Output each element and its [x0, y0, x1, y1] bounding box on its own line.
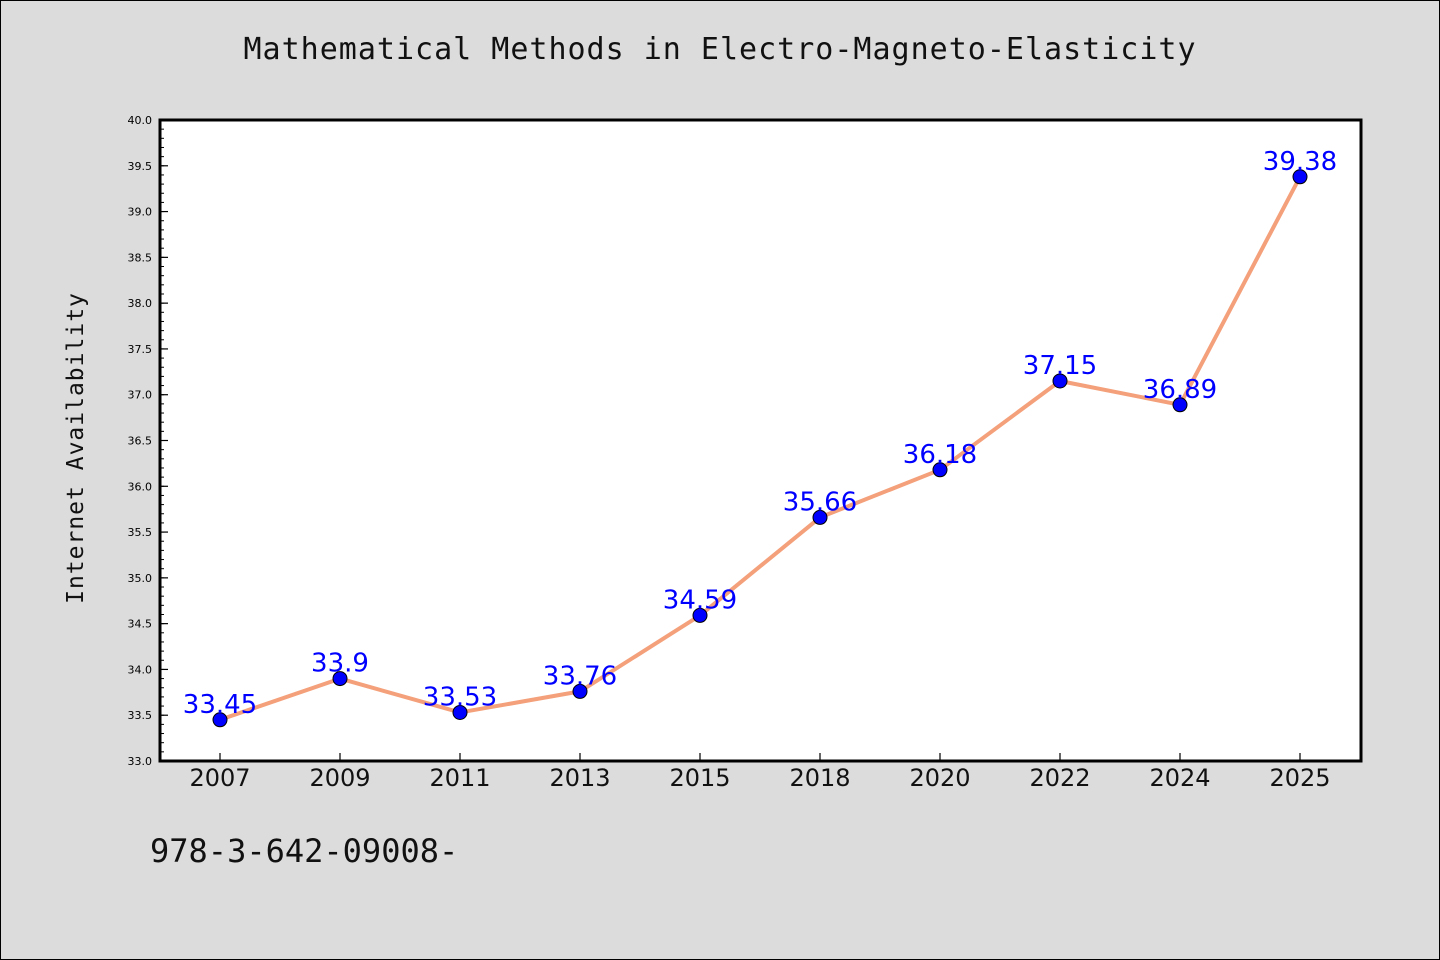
y-tick-label: 37.0	[128, 389, 153, 402]
x-tick-label: 2020	[909, 764, 970, 792]
y-tick-label: 39.5	[128, 160, 153, 173]
x-tick-label: 2015	[669, 764, 730, 792]
x-tick-label: 2007	[189, 764, 250, 792]
x-tick-label: 2025	[1269, 764, 1330, 792]
data-label: 35.66	[783, 487, 857, 517]
data-point	[932, 462, 948, 478]
y-tick-label: 39.0	[128, 206, 153, 219]
data-point	[332, 671, 348, 687]
data-label: 36.18	[903, 440, 977, 470]
plot-border	[158, 118, 1363, 763]
chart-title: Mathematical Methods in Electro-Magneto-…	[243, 32, 1197, 67]
data-label: 33.45	[183, 690, 257, 720]
data-point	[1052, 373, 1068, 389]
y-tick-label: 35.0	[128, 572, 153, 585]
data-point	[572, 683, 588, 699]
data-label: 37.15	[1023, 351, 1097, 381]
data-point	[812, 509, 828, 525]
y-tick-label: 33.0	[128, 755, 153, 768]
y-tick-label: 34.0	[128, 663, 153, 676]
data-label: 36.89	[1143, 375, 1217, 405]
y-tick-label: 36.0	[128, 480, 153, 493]
data-point	[692, 607, 708, 623]
data-point	[452, 704, 468, 720]
x-tick-label: 2011	[429, 764, 490, 792]
x-tick-label: 2013	[549, 764, 610, 792]
plot-area	[160, 120, 1361, 761]
series-line	[219, 175, 1302, 722]
data-label: 33.76	[543, 661, 617, 691]
y-tick-label: 40.0	[128, 114, 153, 127]
x-tick-label: 2022	[1029, 764, 1090, 792]
y-tick-label: 38.0	[128, 297, 153, 310]
x-tick-label: 2018	[789, 764, 850, 792]
data-label: 33.9	[311, 649, 369, 679]
y-tick-label: 35.5	[128, 526, 153, 539]
x-tick-label: 2009	[309, 764, 370, 792]
y-tick-label: 36.5	[128, 435, 153, 448]
data-label: 39.38	[1263, 147, 1337, 177]
y-tick-label: 37.5	[128, 343, 153, 356]
data-point	[1292, 169, 1308, 185]
data-point	[212, 712, 228, 728]
y-tick-label: 38.5	[128, 251, 153, 264]
data-label: 34.59	[663, 585, 737, 615]
data-label: 33.53	[423, 682, 497, 712]
data-point	[1172, 397, 1188, 413]
y-tick-label: 33.5	[128, 709, 153, 722]
y-tick-label: 34.5	[128, 618, 153, 631]
x-tick-label: 2024	[1149, 764, 1210, 792]
footnote-text: 978-3-642-09008-	[150, 832, 459, 870]
